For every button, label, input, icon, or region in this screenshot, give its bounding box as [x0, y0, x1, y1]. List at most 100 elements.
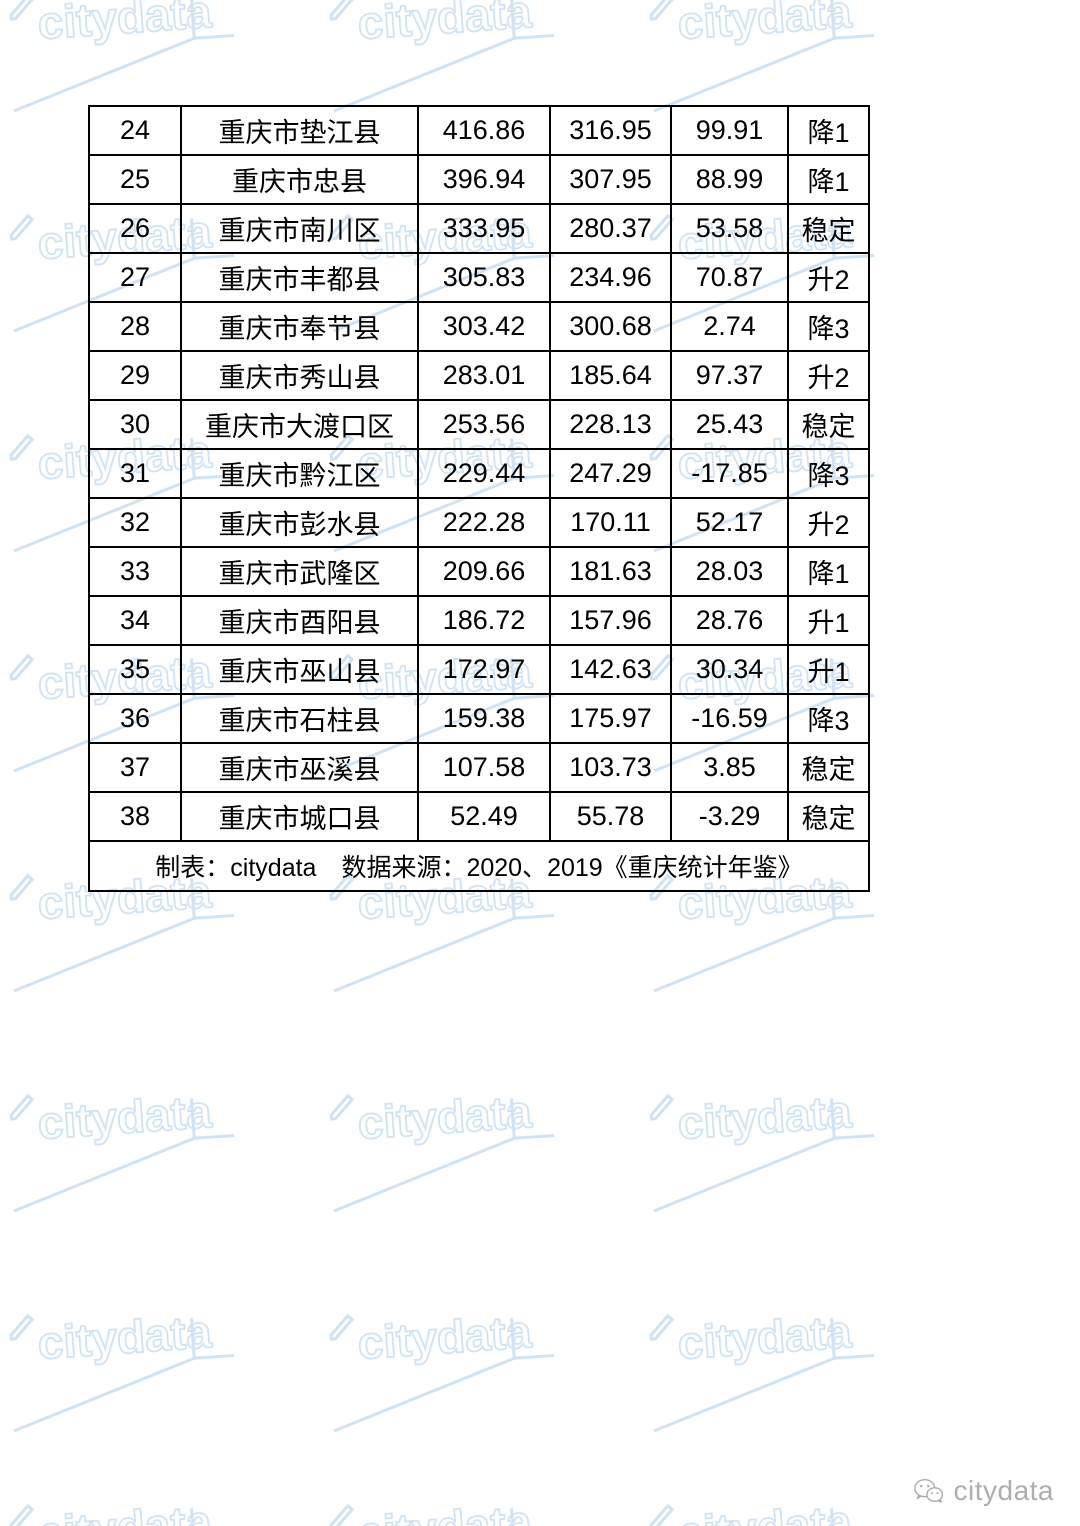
table-cell: 重庆市垫江县: [181, 106, 418, 155]
table-cell: 55.78: [550, 792, 671, 841]
table-cell: -3.29: [671, 792, 788, 841]
watermark-tile: citydata: [320, 1070, 660, 1230]
svg-text:citydata: citydata: [356, 1085, 533, 1149]
table-cell: 170.11: [550, 498, 671, 547]
table-cell: 重庆市黔江区: [181, 449, 418, 498]
brand-badge: citydata: [912, 1474, 1055, 1508]
data-table: 24重庆市垫江县416.86316.9599.91降125重庆市忠县396.94…: [88, 105, 870, 892]
table-cell: 重庆市忠县: [181, 155, 418, 204]
table-cell: 307.95: [550, 155, 671, 204]
brand-text: citydata: [954, 1475, 1055, 1507]
table-footer: 制表：citydata 数据来源：2020、2019《重庆统计年鉴》: [89, 841, 869, 891]
table-cell: 181.63: [550, 547, 671, 596]
table-cell: 升2: [788, 498, 869, 547]
table-cell: 185.64: [550, 351, 671, 400]
table-row: 33重庆市武隆区209.66181.6328.03降1: [89, 547, 869, 596]
watermark-tile: citydata: [0, 1480, 340, 1526]
table-cell: 重庆市武隆区: [181, 547, 418, 596]
table-cell: 升1: [788, 645, 869, 694]
table-cell: 303.42: [418, 302, 550, 351]
table-body: 24重庆市垫江县416.86316.9599.91降125重庆市忠县396.94…: [89, 106, 869, 841]
table-cell: 降3: [788, 449, 869, 498]
table-cell: 27: [89, 253, 181, 302]
table-cell: 159.38: [418, 694, 550, 743]
table-cell: 70.87: [671, 253, 788, 302]
table-cell: 280.37: [550, 204, 671, 253]
table-row: 32重庆市彭水县222.28170.1152.17升2: [89, 498, 869, 547]
table-cell: 52.17: [671, 498, 788, 547]
table-cell: 降1: [788, 106, 869, 155]
table-cell: 300.68: [550, 302, 671, 351]
table-row: 31重庆市黔江区229.44247.29-17.85降3: [89, 449, 869, 498]
table-cell: 283.01: [418, 351, 550, 400]
svg-text:citydata: citydata: [676, 0, 853, 49]
table-cell: 28.03: [671, 547, 788, 596]
table-cell: 36: [89, 694, 181, 743]
table-footer-row: 制表：citydata 数据来源：2020、2019《重庆统计年鉴》: [89, 841, 869, 891]
watermark-tile: citydata: [320, 1290, 660, 1450]
table-cell: 重庆市城口县: [181, 792, 418, 841]
watermark-tile: citydata: [0, 1070, 340, 1230]
table-cell: 305.83: [418, 253, 550, 302]
table-cell: 222.28: [418, 498, 550, 547]
table-cell: 稳定: [788, 400, 869, 449]
table-row: 26重庆市南川区333.95280.3753.58稳定: [89, 204, 869, 253]
table-row: 28重庆市奉节县303.42300.682.74降3: [89, 302, 869, 351]
table-cell: 29: [89, 351, 181, 400]
table-cell: 稳定: [788, 204, 869, 253]
table-cell: 35: [89, 645, 181, 694]
table-cell: 2.74: [671, 302, 788, 351]
table-cell: 32: [89, 498, 181, 547]
table-cell: 重庆市酉阳县: [181, 596, 418, 645]
watermark-tile: citydata: [320, 1480, 660, 1526]
table-row: 37重庆市巫溪县107.58103.733.85稳定: [89, 743, 869, 792]
table-cell: 247.29: [550, 449, 671, 498]
table-cell: 172.97: [418, 645, 550, 694]
svg-text:citydata: citydata: [36, 1085, 213, 1149]
table-cell: 25: [89, 155, 181, 204]
table-cell: 31: [89, 449, 181, 498]
table-cell: 26: [89, 204, 181, 253]
table-cell: 38: [89, 792, 181, 841]
svg-text:citydata: citydata: [676, 1305, 853, 1369]
table-cell: 37: [89, 743, 181, 792]
svg-text:citydata: citydata: [356, 0, 533, 49]
table-cell: 52.49: [418, 792, 550, 841]
table-cell: 稳定: [788, 792, 869, 841]
table-cell: 157.96: [550, 596, 671, 645]
table-row: 36重庆市石柱县159.38175.97-16.59降3: [89, 694, 869, 743]
table-row: 30重庆市大渡口区253.56228.1325.43稳定: [89, 400, 869, 449]
table-cell: 175.97: [550, 694, 671, 743]
watermark-tile: citydata: [640, 1070, 980, 1230]
table-cell: 重庆市巫山县: [181, 645, 418, 694]
watermark-tile: citydata: [0, 1290, 340, 1450]
table-cell: 重庆市秀山县: [181, 351, 418, 400]
table-cell: 396.94: [418, 155, 550, 204]
wechat-icon: [912, 1474, 946, 1508]
table-cell: 升2: [788, 351, 869, 400]
table-cell: 降3: [788, 302, 869, 351]
table-row: 29重庆市秀山县283.01185.6497.37升2: [89, 351, 869, 400]
svg-text:citydata: citydata: [676, 1495, 853, 1526]
table-cell: 316.95: [550, 106, 671, 155]
table-row: 35重庆市巫山县172.97142.6330.34升1: [89, 645, 869, 694]
table-cell: 142.63: [550, 645, 671, 694]
table-cell: 重庆市石柱县: [181, 694, 418, 743]
table-row: 24重庆市垫江县416.86316.9599.91降1: [89, 106, 869, 155]
table-cell: 53.58: [671, 204, 788, 253]
table-cell: -16.59: [671, 694, 788, 743]
svg-text:citydata: citydata: [356, 1495, 533, 1526]
svg-text:citydata: citydata: [676, 1085, 853, 1149]
table-cell: 重庆市彭水县: [181, 498, 418, 547]
table-cell: 升1: [788, 596, 869, 645]
table-cell: 97.37: [671, 351, 788, 400]
table-row: 38重庆市城口县52.4955.78-3.29稳定: [89, 792, 869, 841]
svg-text:citydata: citydata: [36, 0, 213, 49]
table-row: 34重庆市酉阳县186.72157.9628.76升1: [89, 596, 869, 645]
table-cell: 24: [89, 106, 181, 155]
table-cell: 重庆市南川区: [181, 204, 418, 253]
table-cell: 稳定: [788, 743, 869, 792]
data-table-container: 24重庆市垫江县416.86316.9599.91降125重庆市忠县396.94…: [88, 105, 868, 892]
table-cell: 228.13: [550, 400, 671, 449]
table-cell: 3.85: [671, 743, 788, 792]
